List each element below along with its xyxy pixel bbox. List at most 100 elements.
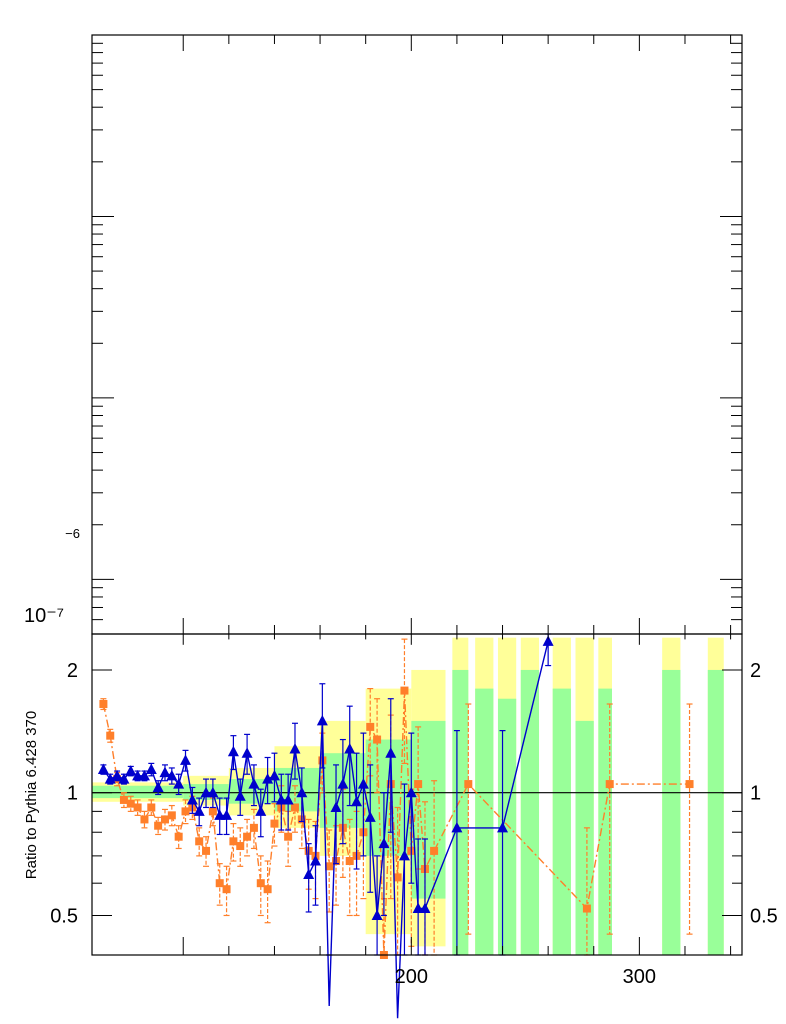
band-inner-12	[575, 720, 594, 955]
data-point-square	[229, 837, 238, 846]
data-point-square	[99, 700, 108, 709]
data-point-square	[119, 795, 128, 804]
ytick-label-right-0.5: 0.5	[750, 905, 778, 927]
data-point-triangle	[125, 765, 137, 776]
xtick-label-200: 200	[395, 966, 428, 988]
data-point-square	[414, 780, 423, 789]
band-inner-14	[662, 669, 681, 955]
data-point-triangle	[227, 745, 239, 757]
data-point-triangle	[378, 837, 390, 849]
top-ytick-label-1e-7: 10⁻⁷	[24, 605, 64, 627]
data-point-triangle	[138, 769, 150, 781]
data-point-triangle	[221, 809, 233, 820]
ytick-label-left-1: 1	[67, 783, 78, 805]
data-point-triangle	[451, 821, 463, 833]
data-point-square	[133, 803, 142, 812]
data-point-square	[174, 832, 183, 841]
data-point-triangle	[152, 781, 164, 792]
data-point-square	[202, 846, 211, 855]
data-point-triangle	[303, 868, 315, 880]
data-point-triangle	[405, 786, 417, 798]
data-point-square	[147, 803, 156, 812]
data-point-triangle	[282, 793, 294, 805]
data-point-triangle	[542, 635, 554, 646]
data-point-square	[160, 815, 169, 824]
band-inner-10	[520, 669, 540, 955]
data-point-triangle	[207, 786, 219, 798]
data-point-triangle	[337, 778, 349, 789]
data-point-square	[582, 904, 591, 913]
data-point-triangle	[419, 902, 431, 914]
data-point-square	[167, 811, 176, 820]
data-point-triangle	[97, 763, 109, 775]
data-point-triangle	[262, 773, 274, 784]
bottom-plot-frame	[91, 633, 743, 956]
data-point-square	[685, 780, 694, 789]
data-point-square	[464, 780, 473, 789]
band-inner-7	[452, 669, 469, 955]
data-point-square	[284, 832, 293, 841]
data-point-square	[345, 857, 354, 866]
band-inner-0	[92, 785, 184, 799]
data-point-square	[270, 819, 279, 828]
data-point-triangle	[330, 801, 342, 812]
data-point-square	[373, 735, 382, 744]
data-point-square	[400, 686, 409, 695]
ytick-label-left-2: 2	[67, 660, 78, 682]
data-point-triangle	[255, 805, 267, 816]
ytick-label-right-1: 1	[750, 783, 761, 805]
data-point-triangle	[186, 793, 198, 805]
data-point-triangle	[166, 769, 178, 781]
data-point-triangle	[180, 754, 192, 765]
data-point-square	[106, 731, 115, 740]
data-point-triangle	[344, 742, 356, 754]
data-point-square	[208, 807, 217, 816]
data-point-triangle	[193, 805, 205, 816]
xtick-label-300: 300	[623, 966, 656, 988]
data-point-triangle	[385, 747, 397, 758]
data-point-triangle	[296, 786, 308, 798]
band-inner-13	[598, 688, 612, 955]
data-point-square	[236, 842, 245, 851]
data-point-triangle	[310, 855, 322, 866]
band-inner-15	[707, 669, 724, 955]
data-point-triangle	[268, 769, 280, 781]
band-inner-11	[552, 688, 571, 955]
top-ytick-label-minus6: −6	[65, 526, 80, 541]
band-inner-8	[475, 688, 494, 955]
data-point-triangle	[111, 769, 123, 781]
data-point-triangle	[371, 909, 383, 920]
data-point-square	[195, 837, 204, 846]
data-point-square	[290, 803, 299, 812]
data-point-square	[140, 815, 149, 824]
y-axis-label: Ratio to Pythia 6.428 370	[23, 711, 40, 879]
data-point-triangle	[289, 742, 301, 754]
data-point-triangle	[234, 790, 246, 801]
data-point-triangle	[351, 795, 363, 807]
data-point-square	[126, 799, 135, 808]
data-point-triangle	[398, 849, 410, 861]
data-point-triangle	[316, 714, 328, 726]
data-point-triangle	[248, 778, 260, 789]
data-point-triangle	[145, 763, 157, 775]
bottom-axis-ticks	[92, 634, 742, 956]
data-point-triangle	[159, 766, 171, 778]
data-point-square	[605, 780, 614, 789]
data-point-triangle	[173, 778, 185, 789]
data-point-triangle	[241, 747, 253, 758]
data-point-square	[243, 832, 252, 841]
data-point-triangle	[364, 811, 376, 822]
data-point-triangle	[104, 773, 116, 784]
bottom-panel: 200 300 0.5 0.5 1 1 2 2 Ratio to Pythia 6.428 3…	[23, 633, 778, 1019]
ytick-label-left-0.5: 0.5	[50, 905, 78, 927]
series-layer	[97, 633, 694, 1019]
data-point-square	[263, 885, 272, 894]
data-point-square	[249, 823, 258, 832]
data-point-square	[181, 807, 190, 816]
data-point-square	[256, 879, 265, 888]
ytick-label-right-2: 2	[750, 660, 761, 682]
bottom-tick-labels: 200 300 0.5 0.5 1 1 2 2	[50, 660, 778, 988]
data-point-square	[154, 821, 163, 830]
data-point-square	[430, 846, 439, 855]
